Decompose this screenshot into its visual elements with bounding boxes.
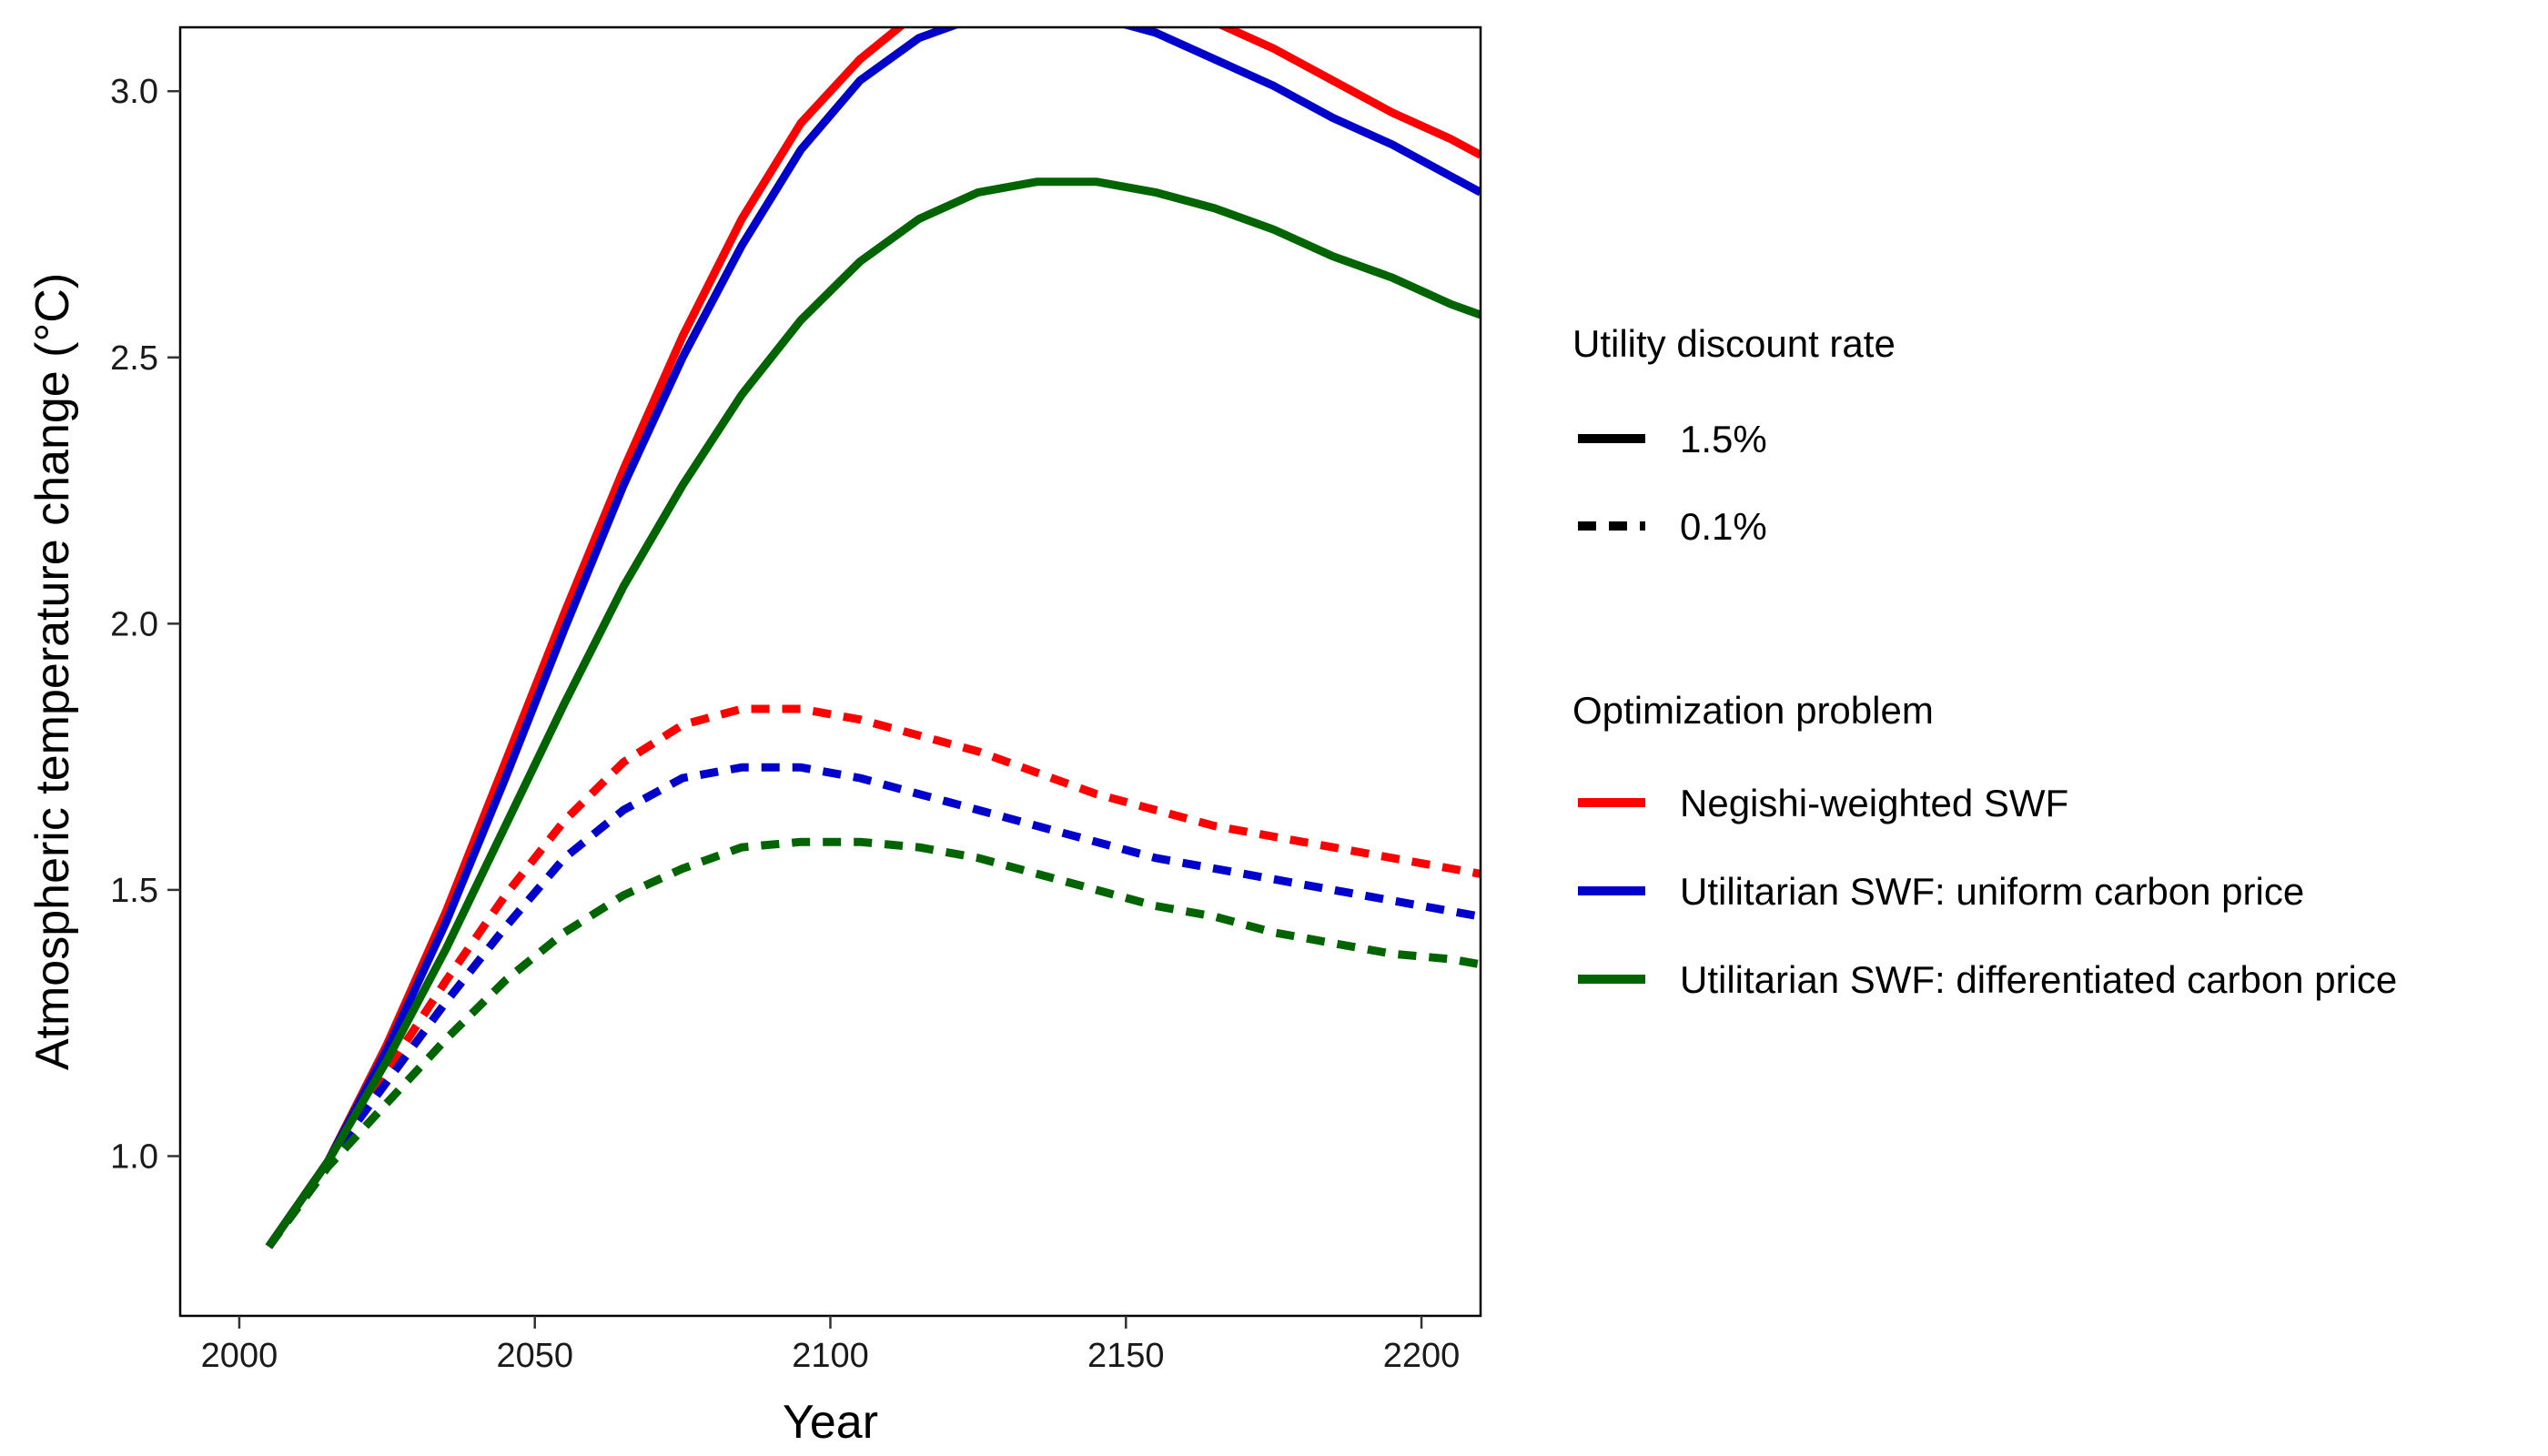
y-tick-label: 2.5: [110, 339, 158, 378]
y-tick-label: 1.5: [110, 872, 158, 910]
series-line-solid-0000cc-1: [265, 27, 1481, 1249]
x-tick-label: 2100: [792, 1337, 869, 1375]
plot-area: [265, 27, 1481, 1249]
x-axis-title: Year: [783, 1396, 878, 1449]
x-tick-label: 2200: [1383, 1337, 1461, 1375]
series-line-dashed-006400-5: [265, 837, 1481, 1249]
legend-title-discount-rate: Utility discount rate: [1572, 322, 1896, 365]
series-line-solid-006400-2: [265, 177, 1481, 1249]
x-tick-label: 2000: [201, 1337, 278, 1375]
y-axis-title: Atmospheric temperature change (°C): [26, 273, 79, 1070]
axes: 2000 2050 2100 2150 2200 1.0 1.5 2.0 2.5 3.0 Year A…: [26, 25, 1482, 1449]
legend-label-optimization: Utilitarian SWF: differentiated carbon p…: [1680, 958, 2397, 1001]
y-tick-label: 1.0: [110, 1138, 158, 1176]
y-tick-label: 2.0: [110, 605, 158, 643]
legend: Utility discount rate 1.5% 0.1% Optimizatio…: [1572, 322, 2397, 1001]
series-line-solid-ff0000-0: [265, 27, 1481, 1249]
series-line-dashed-0000cc-4: [265, 763, 1481, 1249]
legend-label-optimization: Negishi-weighted SWF: [1680, 782, 2068, 824]
series-line-dashed-ff0000-3: [265, 704, 1481, 1249]
legend-title-optimization: Optimization problem: [1572, 689, 1934, 732]
y-tick-label: 3.0: [110, 73, 158, 111]
series-group: [265, 27, 1481, 1249]
legend-label-optimization: Utilitarian SWF: uniform carbon price: [1680, 870, 2304, 913]
x-tick-label: 2050: [496, 1337, 573, 1375]
legend-label-discount-rate: 0.1%: [1680, 505, 1767, 548]
x-tick-label: 2150: [1087, 1337, 1165, 1375]
legend-label-discount-rate: 1.5%: [1680, 418, 1767, 460]
